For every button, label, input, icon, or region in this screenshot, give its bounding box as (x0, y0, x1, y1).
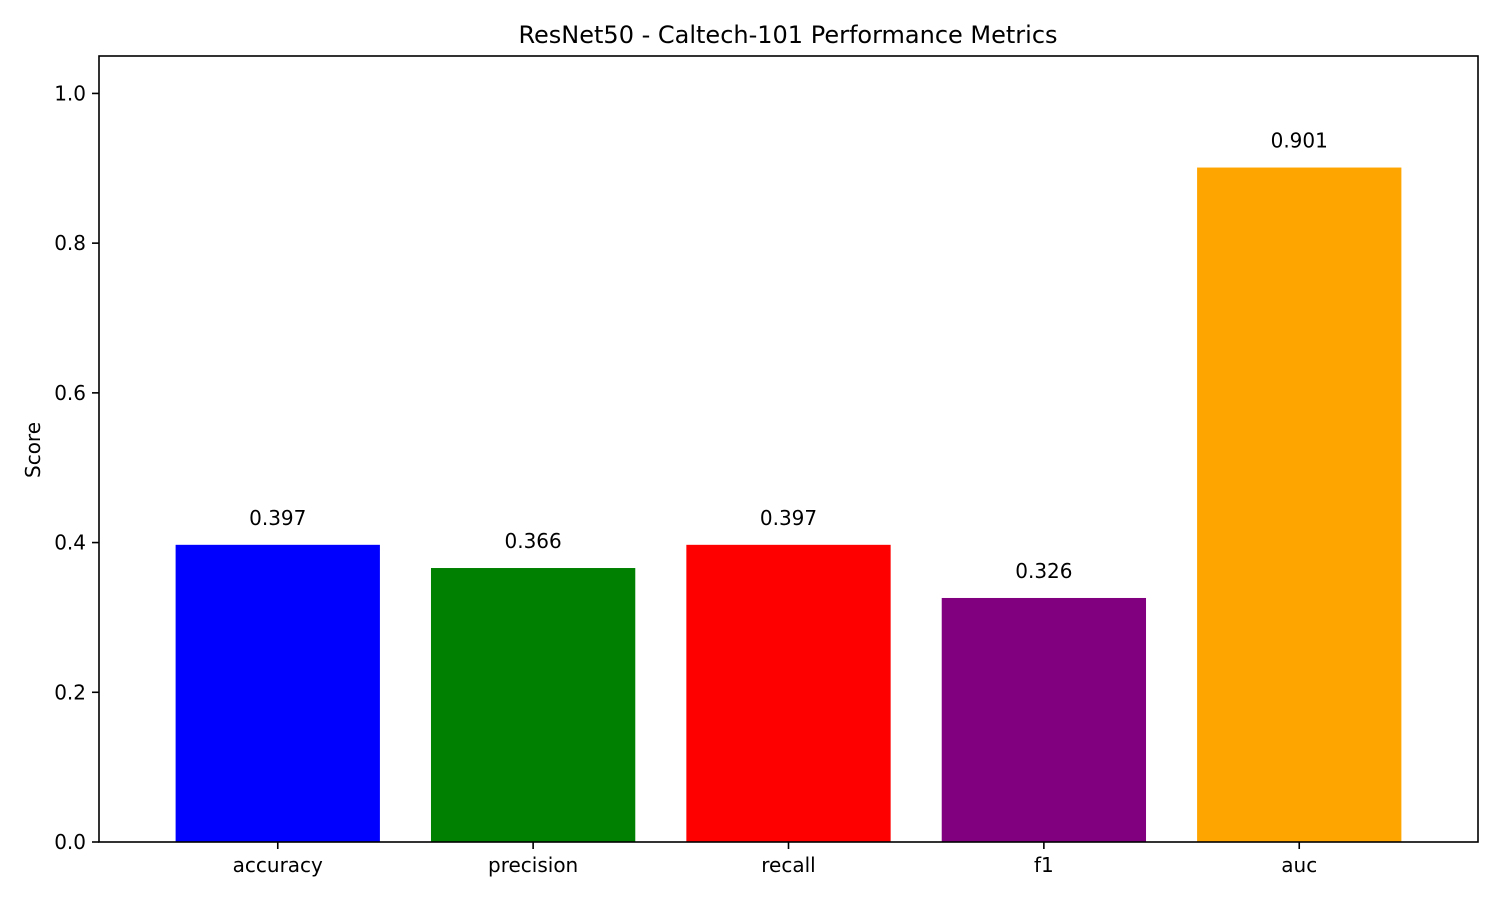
value-label-accuracy: 0.397 (249, 506, 306, 530)
bar-f1 (941, 597, 1147, 842)
x-tick-label-recall: recall (761, 853, 815, 877)
y-tick-label: 1.0 (54, 81, 86, 105)
x-tick-label-f1: f1 (1034, 853, 1054, 877)
x-tick-label-accuracy: accuracy (233, 853, 323, 877)
y-tick-label: 0.2 (54, 680, 86, 704)
value-label-f1: 0.326 (1015, 559, 1072, 583)
plot-area: 0.397 0.366 0.397 0.326 0.901 0.0 0.2 0.4 0.6 0.8… (54, 55, 1479, 877)
y-axis-label: Score (21, 422, 45, 478)
x-tick-label-precision: precision (488, 853, 578, 877)
chart-title: ResNet50 - Caltech-101 Performance Metri… (518, 21, 1057, 49)
x-tick-label-auc: auc (1281, 853, 1317, 877)
bar-precision (430, 568, 636, 842)
value-label-recall: 0.397 (760, 506, 817, 530)
value-label-auc: 0.901 (1271, 129, 1328, 153)
bar-recall (686, 544, 891, 842)
bar-auc (1197, 167, 1402, 843)
y-tick-label: 0.6 (54, 381, 86, 405)
y-tick-label: 0.8 (54, 231, 86, 255)
y-tick-label: 0.0 (54, 830, 86, 854)
y-tick-label: 0.4 (54, 531, 86, 555)
value-label-precision: 0.366 (504, 529, 561, 553)
bar-accuracy (175, 544, 380, 842)
